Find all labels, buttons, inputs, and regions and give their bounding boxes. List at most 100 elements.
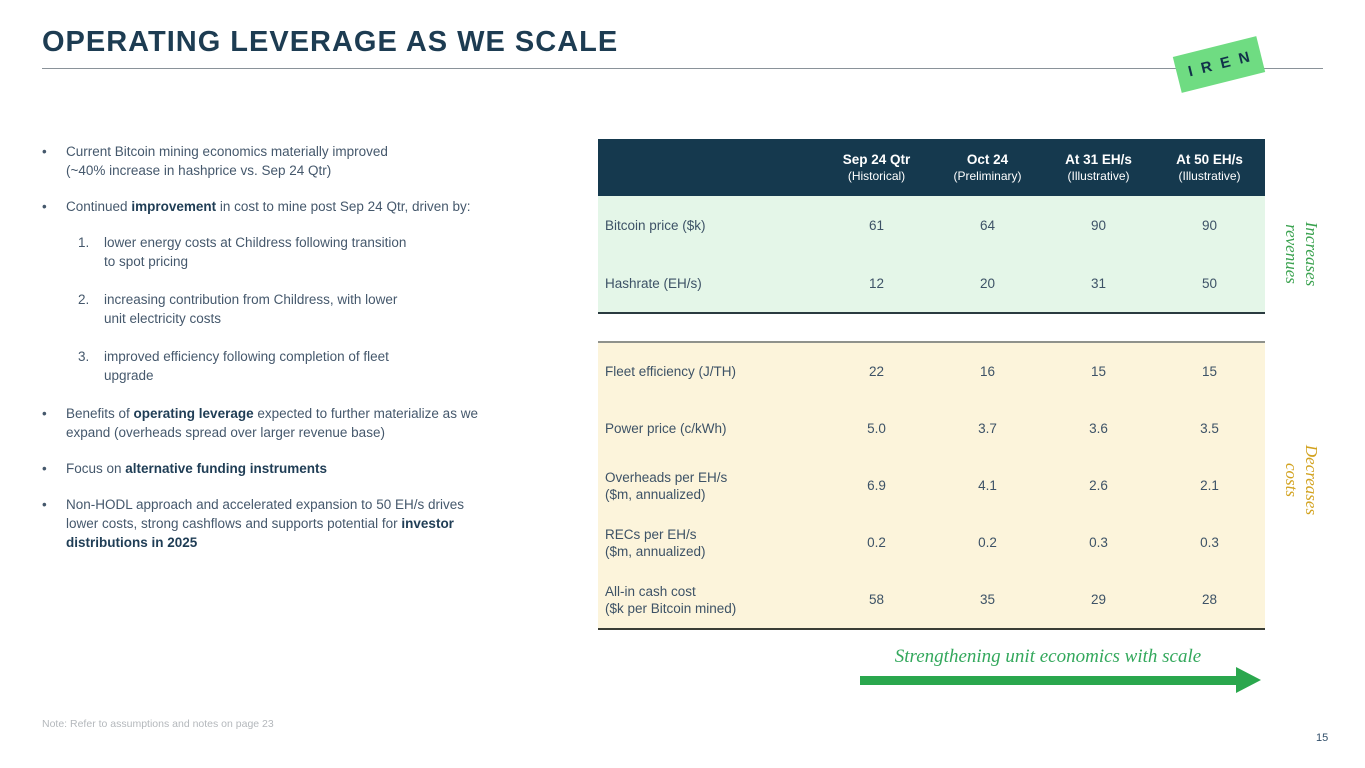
bullet-text-segment: lower energy costs at Childress followin…	[104, 235, 407, 250]
table-row: RECs per EH/s ($m, annualized) 0.2 0.2 0.3 0.…	[598, 514, 1265, 571]
cell-value: 58	[868, 592, 885, 607]
bullet-item: • Continued improvement in cost to mine p…	[42, 197, 587, 216]
cell-value: 20	[979, 275, 996, 291]
cell-value: 31	[1090, 275, 1107, 291]
row-label-line1: Hashrate (EH/s)	[605, 275, 702, 291]
bullet-text-segment: Focus on	[66, 461, 126, 476]
table-row: Overheads per EH/s ($m, annualized) 6.9 4.1…	[598, 457, 1265, 514]
table-section-revenues: Bitcoin price ($k) 61 64 90 90 Hashrate (EH/s…	[598, 196, 1265, 314]
cell-value: 64	[979, 217, 996, 233]
bullet-text: lower energy costs at Childress followin…	[104, 233, 406, 271]
cell-value: 0.2	[978, 535, 997, 550]
row-label-line1: Fleet efficiency (J/TH)	[605, 364, 737, 379]
bullet-text-segment: in cost to mine post Sep 24 Qtr, driven …	[216, 199, 471, 214]
cell-value: 15	[1201, 364, 1218, 379]
bullet-text-segment: unit electricity costs	[104, 311, 222, 326]
row-label: Overheads per EH/s ($m, annualized)	[598, 469, 821, 503]
numbered-item: 1. lower energy costs at Childress follow…	[78, 233, 587, 271]
economics-table: Sep 24 Qtr (Historical) Oct 24 (Preliminary…	[598, 139, 1265, 630]
cell-value: 29	[1090, 592, 1107, 607]
bullet-item: • Benefits of operating leverage expected…	[42, 404, 587, 442]
table-row: All-in cash cost ($k per Bitcoin mined) 58…	[598, 571, 1265, 628]
bullet-text-bold: improvement	[131, 199, 217, 214]
cell-value: 6.9	[867, 478, 886, 493]
bullet-item: • Non-HODL approach and accelerated expan…	[42, 495, 587, 552]
bullet-marker: 1.	[78, 235, 90, 250]
cell-value: 90	[1090, 217, 1107, 233]
bullet-text-bold: investor	[401, 516, 454, 531]
arrow-bar	[860, 676, 1236, 685]
row-label: Fleet efficiency (J/TH)	[598, 363, 821, 380]
cell-value: 3.7	[978, 421, 997, 436]
page-title: OPERATING LEVERAGE AS WE SCALE	[42, 26, 619, 58]
bullet-text-segment: to spot pricing	[104, 254, 189, 269]
page-number: 15	[1316, 732, 1329, 744]
arrow-head-icon	[1236, 667, 1261, 693]
column-title: Oct 24	[966, 151, 1009, 167]
cell-value: 5.0	[867, 421, 886, 436]
bullet-text-bold: distributions in 2025	[66, 535, 198, 550]
bullet-text-segment: (~40% increase in hashprice vs. Sep 24 Q…	[66, 163, 332, 178]
cell-value: 12	[868, 275, 885, 291]
bullet-text: Continued improvement in cost to mine po…	[66, 197, 470, 216]
arrow-caption: Strengthening unit economics with scale	[894, 646, 1202, 667]
table-row: Hashrate (EH/s) 12 20 31 50	[598, 254, 1265, 312]
iren-logo: IREN	[1172, 36, 1266, 93]
column-title: Sep 24 Qtr	[842, 151, 911, 167]
table-section-gap	[598, 314, 1265, 341]
column-subtitle: (Illustrative)	[1178, 168, 1241, 183]
bullet-text-segment: improved efficiency following completion…	[104, 349, 389, 364]
table-row: Power price (c/kWh) 5.0 3.7 3.6 3.5	[598, 400, 1265, 457]
row-label-line2: ($m, annualized)	[605, 543, 706, 559]
bullet-text-segment: Current Bitcoin mining economics materia…	[66, 144, 388, 159]
cell-value: 35	[979, 592, 996, 607]
table-row: Fleet efficiency (J/TH) 22 16 15 15	[598, 343, 1265, 400]
column-subtitle: (Illustrative)	[1067, 168, 1130, 183]
cell-value: 0.3	[1200, 535, 1219, 550]
table-column-header: At 31 EH/s (Illustrative)	[1043, 151, 1154, 185]
side-label-increases-revenues: Increases revenues	[1282, 221, 1321, 287]
cell-value: 16	[979, 364, 996, 379]
row-label: All-in cash cost ($k per Bitcoin mined)	[598, 583, 821, 617]
row-label-line1: Bitcoin price ($k)	[605, 217, 706, 233]
column-subtitle: (Preliminary)	[953, 168, 1022, 183]
cell-value: 28	[1201, 592, 1218, 607]
cell-value: 0.2	[867, 535, 886, 550]
bullet-text-segment: Non-HODL approach and accelerated expans…	[66, 497, 464, 512]
bullet-marker: •	[42, 199, 47, 214]
row-label-line1: Overheads per EH/s	[605, 469, 728, 485]
row-label-line2: ($k per Bitcoin mined)	[605, 600, 737, 616]
bullet-marker: 2.	[78, 292, 90, 307]
bullet-text: Non-HODL approach and accelerated expans…	[66, 495, 464, 552]
bullet-text: Focus on alternative funding instruments	[66, 459, 327, 478]
iren-logo-text: IREN	[1186, 46, 1261, 81]
cell-value: 2.6	[1089, 478, 1108, 493]
bullet-marker: •	[42, 144, 47, 159]
bullet-text: Current Bitcoin mining economics materia…	[66, 142, 388, 180]
table-row: Bitcoin price ($k) 61 64 90 90	[598, 196, 1265, 254]
bullet-item: • Current Bitcoin mining economics materi…	[42, 142, 587, 180]
title-divider	[42, 68, 1323, 69]
bullet-text-bold: alternative funding instruments	[125, 461, 328, 476]
column-title: At 50 EH/s	[1176, 151, 1243, 167]
table-column-header: Oct 24 (Preliminary)	[932, 151, 1043, 185]
column-subtitle: (Historical)	[847, 168, 906, 183]
cell-value: 2.1	[1200, 478, 1219, 493]
row-label: Hashrate (EH/s)	[598, 275, 821, 292]
numbered-item: 3. improved efficiency following completi…	[78, 347, 587, 385]
bullet-text-segment: expected to further materialize as we	[253, 406, 478, 421]
bullet-marker: 3.	[78, 349, 90, 364]
row-label: Bitcoin price ($k)	[598, 217, 821, 234]
bullet-marker: •	[42, 497, 47, 512]
numbered-item: 2. increasing contribution from Childress…	[78, 290, 587, 328]
cell-value: 15	[1090, 364, 1107, 379]
bullet-list: • Current Bitcoin mining economics materi…	[42, 142, 587, 569]
table-section-costs: Fleet efficiency (J/TH) 22 16 15 15 Power pri…	[598, 341, 1265, 630]
bullet-text-segment: lower costs, strong cashflows and suppor…	[66, 516, 402, 531]
table-header-row: Sep 24 Qtr (Historical) Oct 24 (Preliminary…	[598, 139, 1265, 196]
bullet-marker: •	[42, 406, 47, 421]
bullet-text-segment: upgrade	[104, 368, 154, 383]
row-label-line1: Power price (c/kWh)	[605, 421, 727, 436]
cell-value: 61	[868, 217, 885, 233]
cell-value: 4.1	[978, 478, 997, 493]
